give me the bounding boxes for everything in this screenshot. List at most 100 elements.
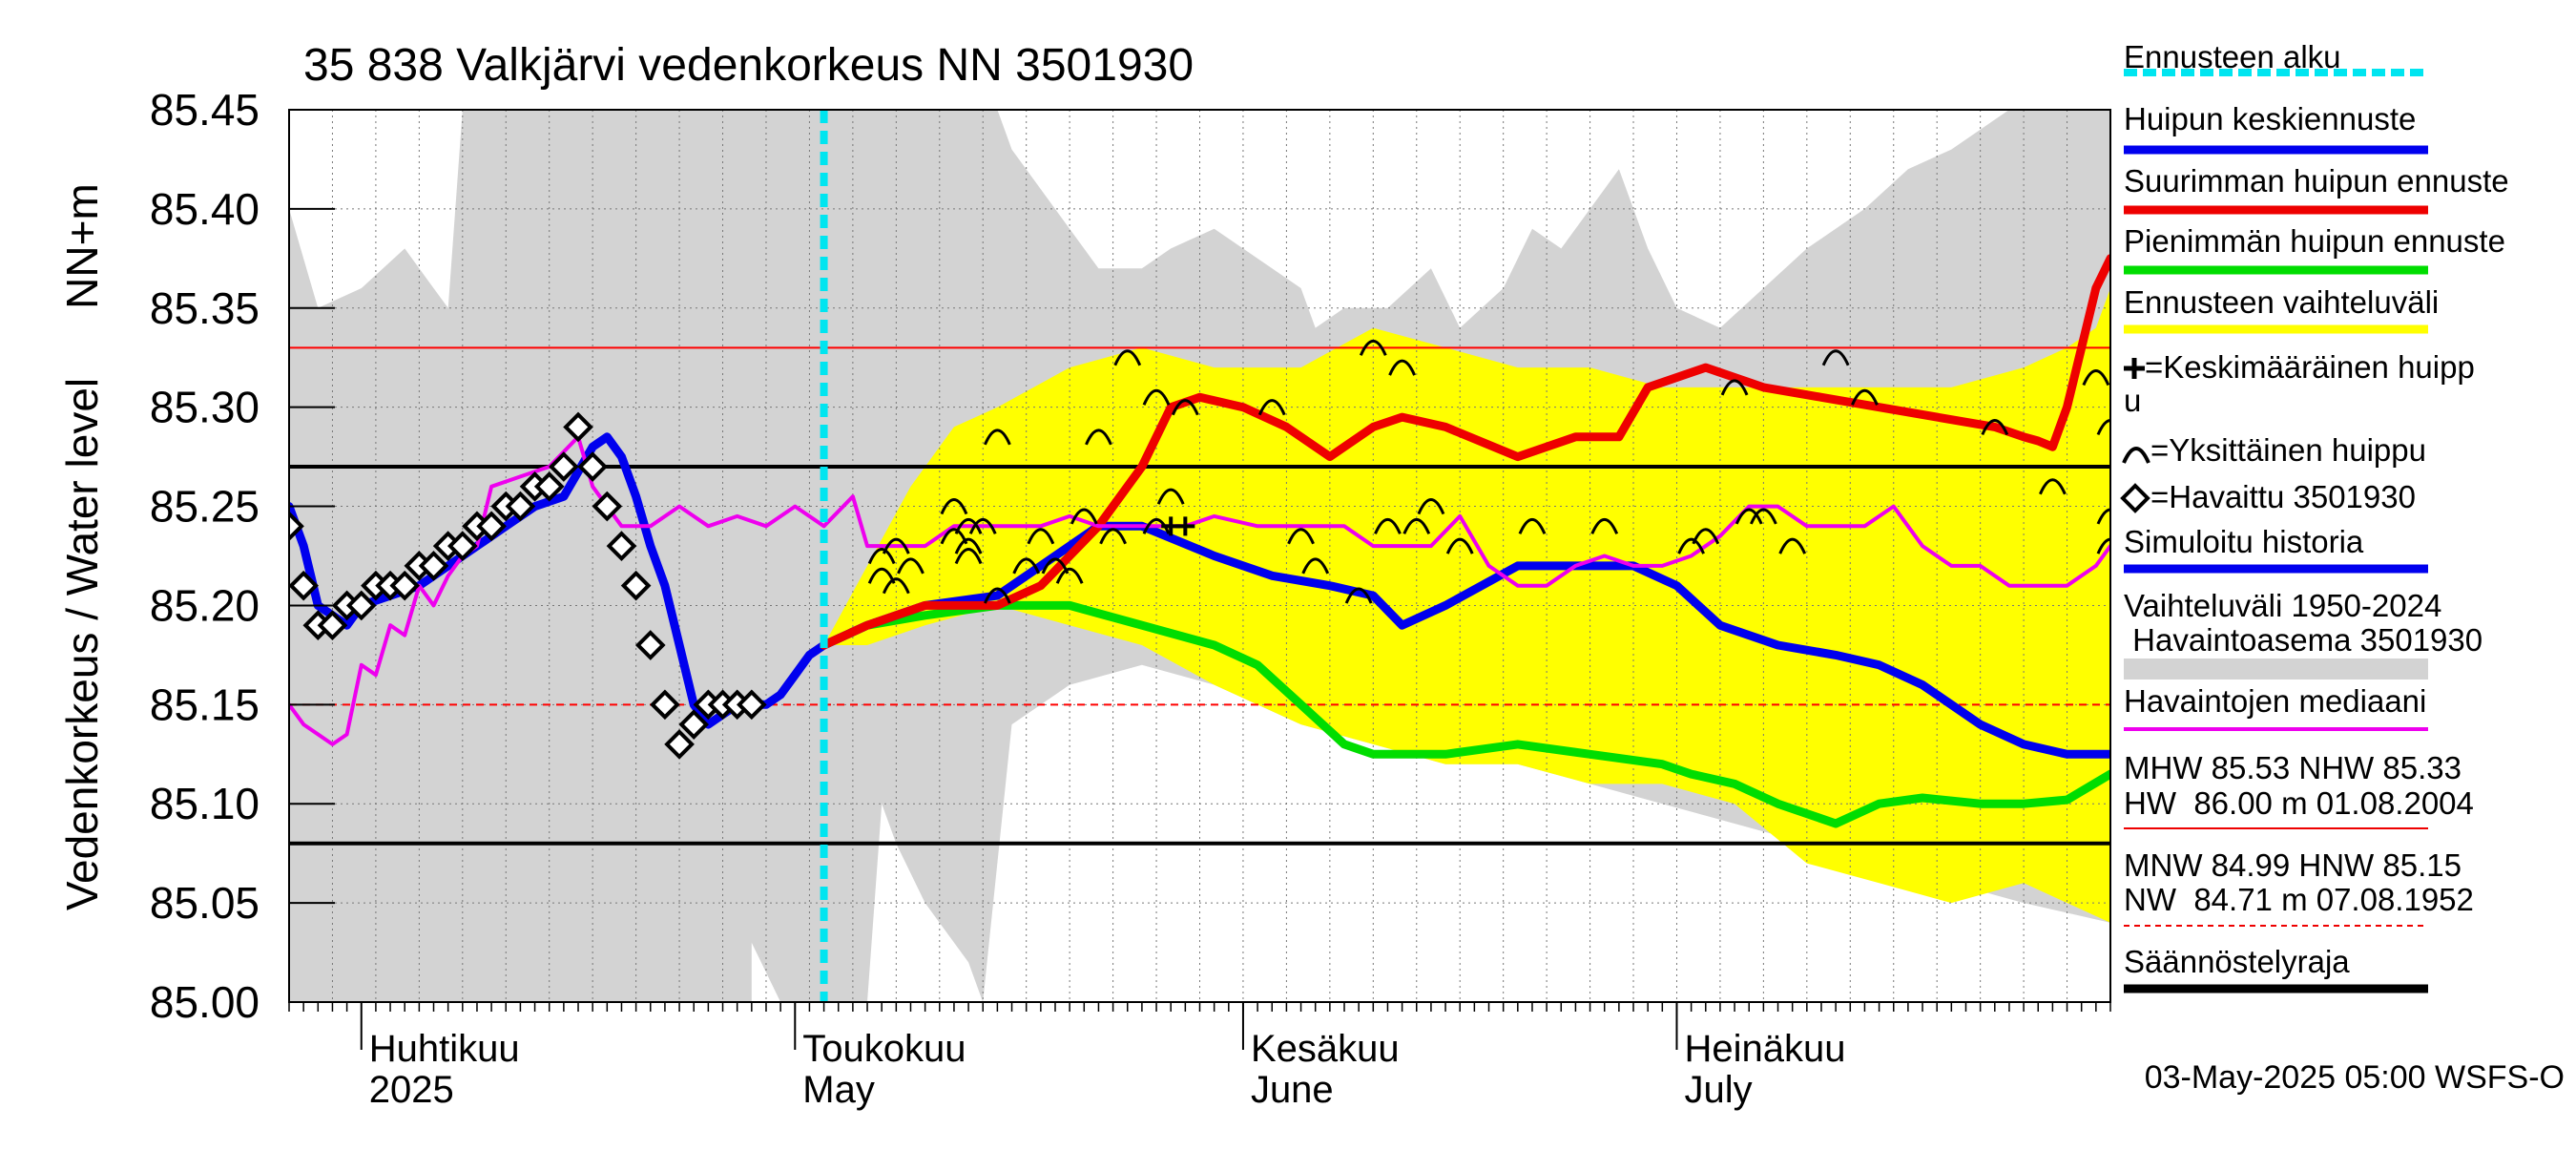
peak-marker	[1055, 567, 1084, 584]
observed-point	[592, 491, 623, 522]
peak-marker	[1750, 508, 1777, 525]
legend-diamond-icon	[2120, 483, 2150, 513]
timestamp-footer: 03-May-2025 05:00 WSFS-O	[2145, 1059, 2565, 1096]
observed-point	[549, 451, 579, 482]
peak-marker	[954, 537, 983, 554]
legend-label: MHW 85.53 NHW 85.33	[2124, 750, 2462, 785]
peak-marker	[1142, 388, 1171, 406]
peak-marker	[1012, 557, 1041, 575]
peak-marker	[1417, 498, 1445, 515]
y-tick-label: 85.25	[150, 482, 260, 532]
peak-marker	[1445, 537, 1474, 554]
legend-label-line2: HW 86.00 m 01.08.2004	[2124, 785, 2474, 821]
observed-point	[620, 570, 652, 601]
peak-marker	[882, 537, 910, 554]
peak-marker	[1692, 528, 1720, 545]
legend-label: MNW 84.99 HNW 85.15	[2124, 847, 2462, 883]
legend-arc-icon	[2122, 447, 2150, 464]
legend-label: =Yksittäinen huippu	[2150, 432, 2426, 468]
peak-marker	[1257, 399, 1286, 416]
observed-point	[650, 689, 680, 721]
peak-marker	[1142, 517, 1171, 534]
legend-label: Suurimman huipun ennuste	[2124, 163, 2509, 199]
peak-marker	[940, 498, 968, 515]
observed-point	[533, 470, 565, 502]
month-label-fi: Huhtikuu	[369, 1028, 520, 1070]
legend-label-line2: Havaintoasema 3501930	[2124, 622, 2483, 658]
plot-clipped-group	[289, 110, 2110, 1002]
y-tick-label: 85.00	[150, 977, 260, 1027]
legend-label: Huipun keskiennuste	[2124, 101, 2416, 136]
forecast-range-band	[823, 288, 2110, 923]
legend-label: Ennusteen alku	[2124, 39, 2341, 74]
observed-point	[289, 570, 319, 601]
y-tick-label: 85.15	[150, 680, 260, 729]
peak-marker	[954, 548, 983, 565]
peak-marker	[1156, 488, 1185, 505]
peak-marker	[984, 429, 1011, 446]
peak-marker	[2096, 419, 2110, 436]
peak-marker	[897, 557, 924, 575]
legend-label: Pienimmän huipun ennuste	[2124, 223, 2505, 259]
peak-marker	[1070, 508, 1098, 525]
peak-marker	[1099, 528, 1127, 545]
observed-point	[606, 531, 637, 561]
peak-marker	[954, 517, 983, 534]
month-label-fi: Heinäkuu	[1684, 1028, 1845, 1070]
observed-point	[418, 551, 449, 581]
y-tick-label: 85.40	[150, 184, 260, 234]
observed-point	[505, 491, 536, 522]
peak-marker	[1344, 587, 1373, 604]
legend-label: =Keskimääräinen huipp	[2145, 349, 2475, 385]
peak-marker	[1851, 388, 1879, 406]
peak-marker	[2039, 478, 2067, 495]
peak-marker	[2096, 537, 2110, 554]
y-tick-label: 85.45	[150, 85, 260, 135]
peak-marker	[1518, 517, 1547, 534]
series-line	[820, 254, 2110, 650]
peak-marker	[867, 548, 896, 565]
peak-marker	[1778, 537, 1807, 554]
peak-marker	[1374, 517, 1402, 534]
month-label-en: 2025	[369, 1069, 454, 1111]
observed-point	[563, 411, 593, 443]
y-tick-label: 85.35	[150, 283, 260, 333]
legend-label: Havaintojen mediaani	[2124, 683, 2426, 719]
legend: Ennusteen alku Huipun keskiennuste Suurimm…	[2120, 39, 2509, 993]
mean-peak-marker	[1175, 516, 1195, 536]
peak-marker	[1113, 349, 1142, 366]
month-label-fi: Kesäkuu	[1251, 1028, 1400, 1070]
observed-point	[389, 570, 421, 601]
legend-label-line2: NW 84.71 m 07.08.1952	[2124, 882, 2474, 917]
observed-point	[664, 729, 695, 760]
peak-marker	[1821, 349, 1850, 366]
observed-point	[736, 689, 767, 721]
peak-marker	[1720, 379, 1749, 396]
peak-marker	[1981, 419, 2009, 436]
observed-point	[447, 531, 478, 561]
observed-point	[476, 511, 507, 542]
legend-label: Ennusteen vaihteluväli	[2124, 284, 2439, 320]
month-label-en: May	[802, 1069, 875, 1111]
observed-point	[678, 709, 710, 740]
y-tick-label: 85.10	[150, 779, 260, 828]
y-tick-label: 85.20	[150, 580, 260, 630]
observed-point	[577, 451, 608, 482]
peak-marker	[1590, 517, 1619, 534]
observed-point	[289, 511, 304, 542]
legend-label-line2: u	[2124, 383, 2141, 418]
peak-marker	[882, 577, 910, 595]
peak-marker	[2096, 508, 2110, 525]
peak-marker	[1027, 528, 1055, 545]
peak-marker	[1735, 508, 1763, 525]
y-axis-label: Vedenkorkeus / Water level	[57, 378, 107, 910]
y-tick-label: 85.05	[150, 878, 260, 928]
peak-marker	[2082, 369, 2110, 387]
chart-title: 35 838 Valkjärvi vedenkorkeus NN 3501930	[303, 40, 1194, 91]
legend-label: Säännöstelyraja	[2124, 944, 2350, 979]
peak-marker	[1388, 359, 1416, 376]
legend-label: Vaihteluväli 1950-2024	[2124, 588, 2441, 623]
legend-plus-icon	[2124, 358, 2145, 379]
